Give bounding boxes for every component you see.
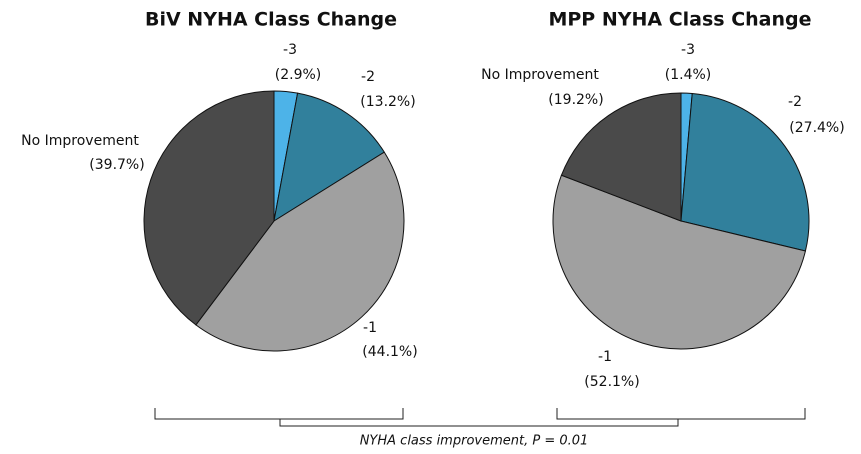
slice-category: -2 — [361, 69, 375, 85]
slice-category: -3 — [283, 42, 297, 58]
pie-slice — [273, 92, 385, 223]
pie-slice — [195, 151, 405, 352]
slice-category: -2 — [788, 94, 802, 110]
pie-slice — [680, 92, 810, 252]
chart-title: BiV NYHA Class Change — [145, 9, 397, 31]
bracket — [556, 408, 806, 420]
slice-category: No Improvement — [481, 67, 599, 83]
slice-category: -1 — [363, 320, 377, 336]
slice-value-label: (19.2%) — [548, 92, 603, 108]
annotation: NYHA class improvement, P = 0.01 — [360, 434, 589, 449]
slice-category: -1 — [598, 349, 612, 365]
slice-category: -3 — [681, 42, 695, 58]
bracket — [154, 408, 404, 420]
bracket — [279, 419, 679, 427]
slice-value-label: (27.4%) — [789, 120, 844, 136]
pie-slice — [552, 174, 807, 350]
slice-value-label: (39.7%) — [89, 157, 144, 173]
slice-value-label: (44.1%) — [362, 344, 417, 360]
chart-title: MPP NYHA Class Change — [548, 9, 811, 31]
slice-value-label: (1.4%) — [665, 67, 712, 83]
pie-slice — [560, 92, 682, 222]
slice-category: No Improvement — [21, 133, 139, 149]
slice-value-label: (52.1%) — [584, 374, 639, 390]
pie-slice — [143, 90, 275, 326]
slice-value-label: (13.2%) — [360, 94, 415, 110]
slice-value-label: (2.9%) — [275, 67, 322, 83]
